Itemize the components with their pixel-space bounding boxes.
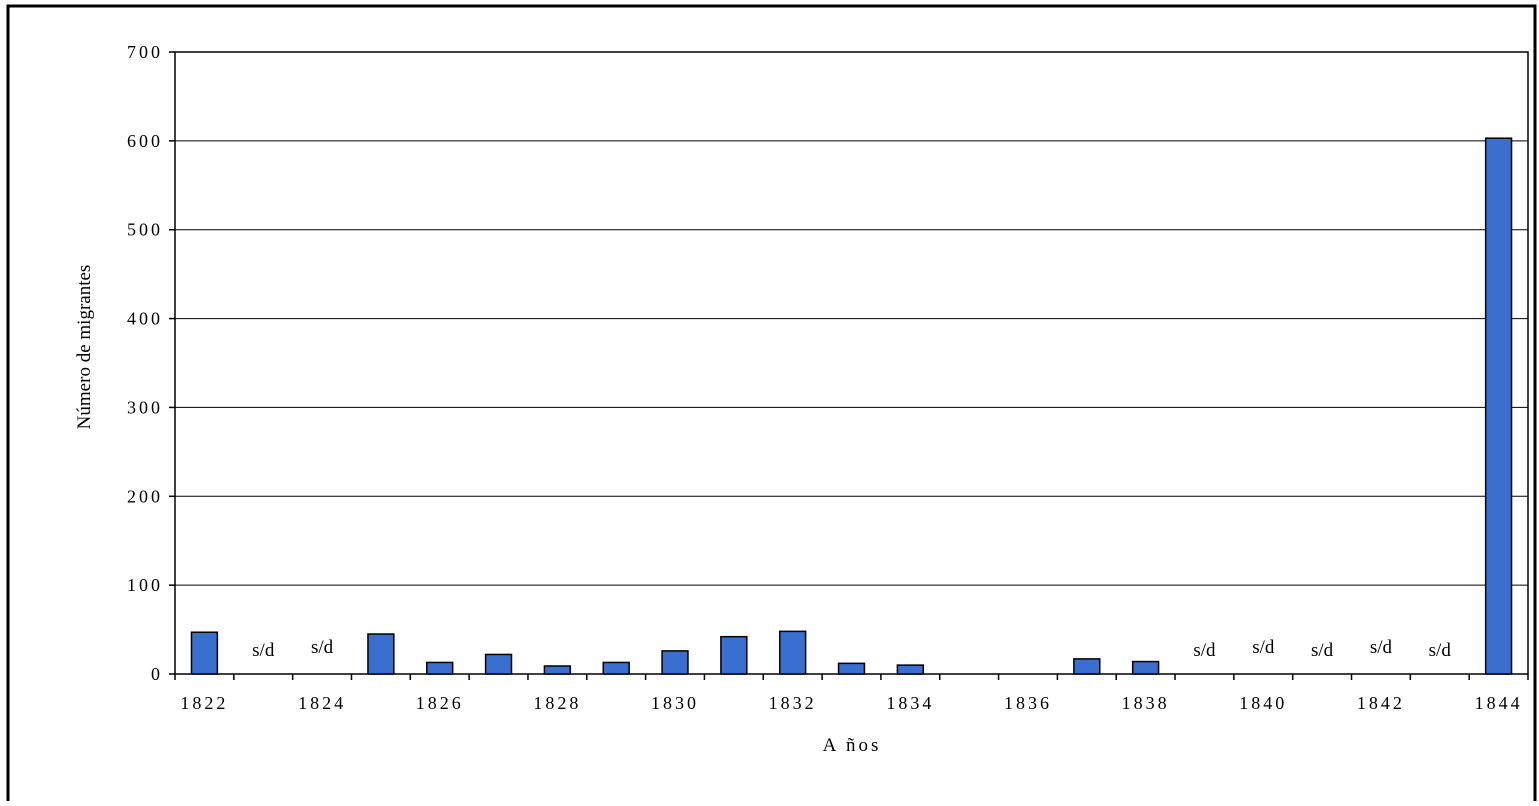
y-axis-ticks: 0 100 200 300 400 500 600 700	[127, 42, 175, 684]
no-data-label: s/d	[311, 637, 334, 658]
x-tick-label: 1840	[1239, 693, 1287, 713]
x-tick-label: 1832	[769, 693, 817, 713]
no-data-label: s/d	[1429, 640, 1452, 661]
bar-1827	[484, 653, 513, 675]
bar-1825	[367, 633, 395, 675]
no-data-label: s/d	[1193, 640, 1216, 661]
y-tick-label: 400	[127, 309, 163, 329]
bar-1844	[1484, 137, 1513, 675]
x-tick-label: 1842	[1357, 693, 1405, 713]
x-tick-label: 1844	[1475, 693, 1523, 713]
y-tick-label: 700	[127, 42, 163, 62]
bar-1831	[720, 635, 748, 675]
x-tick-label: 1826	[416, 693, 464, 713]
no-data-label: s/d	[1252, 637, 1275, 658]
no-data-label: s/d	[1311, 640, 1334, 661]
x-tick-label: 1824	[298, 693, 346, 713]
x-axis-ticks: 1822 1824 1826 1828 1830 1832 1834 1836 1838 1840…	[174, 674, 1529, 713]
bar-1829	[602, 661, 630, 675]
x-tick-label: 1828	[533, 693, 581, 713]
y-axis-title: Número de migrantes	[74, 265, 95, 430]
x-tick-label: 1838	[1122, 693, 1170, 713]
bar-1828	[543, 665, 572, 675]
bar-1822	[190, 631, 219, 675]
y-tick-label: 300	[127, 397, 163, 417]
y-tick-label: 0	[151, 664, 163, 684]
bars	[190, 137, 1513, 675]
x-axis-title: A ños	[823, 735, 882, 756]
plot-area	[174, 51, 1529, 675]
no-data-label: s/d	[252, 640, 275, 661]
bar-1832	[778, 630, 807, 675]
bar-1834	[896, 664, 925, 675]
no-data-labels: s/d s/d s/d s/d s/d s/d s/d	[252, 637, 1451, 661]
y-tick-label: 200	[127, 486, 163, 506]
y-tick-label: 500	[127, 220, 163, 240]
bar-1838	[1131, 660, 1160, 675]
x-tick-label: 1834	[886, 693, 934, 713]
y-tick-label: 600	[127, 131, 163, 151]
x-tick-label: 1836	[1004, 693, 1052, 713]
gridlines	[175, 140, 1528, 586]
bar-1833	[837, 662, 866, 675]
no-data-label: s/d	[1370, 637, 1393, 658]
bar-1826	[426, 661, 454, 675]
y-tick-label: 100	[127, 575, 163, 595]
x-tick-label: 1822	[180, 693, 228, 713]
bar-1837	[1073, 658, 1101, 675]
x-tick-label: 1830	[651, 693, 699, 713]
bar-1830	[661, 650, 689, 675]
